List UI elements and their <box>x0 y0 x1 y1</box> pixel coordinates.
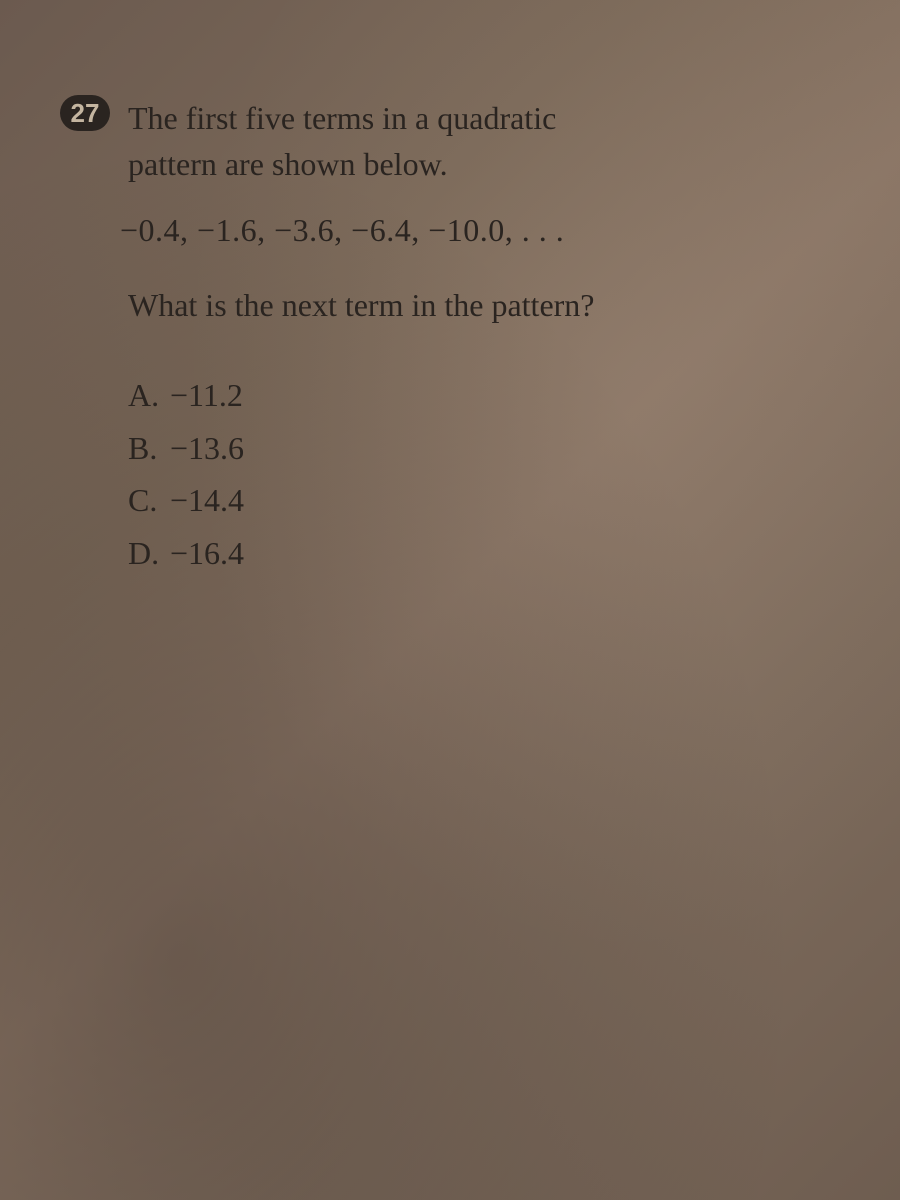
option-c-value: −14.4 <box>170 482 244 518</box>
question-number-badge: 27 <box>60 95 110 131</box>
option-d: D.−16.4 <box>128 527 840 580</box>
prompt-line-1: The first five terms in a quadratic <box>128 100 556 136</box>
option-a-label: A. <box>128 369 170 422</box>
option-d-label: D. <box>128 527 170 580</box>
option-b: B.−13.6 <box>128 422 840 475</box>
option-a: A.−11.2 <box>128 369 840 422</box>
option-d-value: −16.4 <box>170 535 244 571</box>
question-prompt: The first five terms in a quadratic patt… <box>128 95 556 188</box>
question-header: 27 The first five terms in a quadratic p… <box>60 95 840 188</box>
sequence-terms: −0.4, −1.6, −3.6, −6.4, −10.0, . . . <box>120 212 840 249</box>
option-c-label: C. <box>128 474 170 527</box>
prompt-line-2: pattern are shown below. <box>128 146 448 182</box>
option-b-value: −13.6 <box>170 430 244 466</box>
followup-question: What is the next term in the pattern? <box>128 281 840 329</box>
option-c: C.−14.4 <box>128 474 840 527</box>
option-a-value: −11.2 <box>170 377 243 413</box>
page-container: 27 The first five terms in a quadratic p… <box>0 0 900 1200</box>
option-b-label: B. <box>128 422 170 475</box>
answer-options: A.−11.2 B.−13.6 C.−14.4 D.−16.4 <box>128 369 840 580</box>
